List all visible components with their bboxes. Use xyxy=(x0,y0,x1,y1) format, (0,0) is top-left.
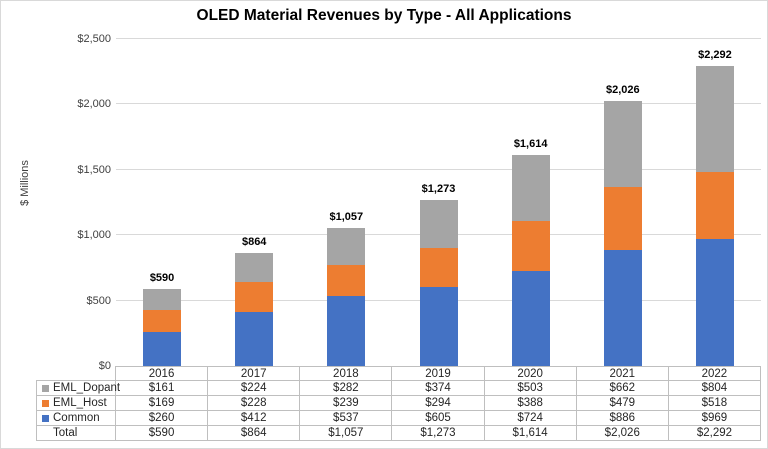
y-tick-label: $1,000 xyxy=(77,229,111,242)
bar-total-label: $590 xyxy=(149,271,175,284)
table-value-cell: $503 xyxy=(484,381,577,396)
bar-segment-eml_dopant xyxy=(327,227,366,265)
bar-segment-eml_host xyxy=(143,309,182,332)
gridline xyxy=(116,168,761,170)
bar-total-label: $2,292 xyxy=(698,49,732,62)
y-tick-label: $2,000 xyxy=(77,98,111,111)
y-tick-label: $0 xyxy=(98,360,111,372)
y-tick-label: $2,500 xyxy=(77,33,111,45)
table-value-cell: $969 xyxy=(668,411,761,426)
table-value-cell: $374 xyxy=(392,381,485,396)
data-table: 2016 2017 2018 2019 2020 2021 2022 EML_Dopant $1… xyxy=(36,366,761,441)
series-name: Total xyxy=(53,427,78,439)
bar-segment-common xyxy=(419,286,458,366)
table-value-cell: $479 xyxy=(576,396,669,411)
plot-area: $590 $864 $1,057 $1,273 $1,614 $2,026 $2,292 xyxy=(116,38,761,366)
table-year-header: 2022 xyxy=(668,366,761,381)
series-name: EML_Host xyxy=(53,397,107,409)
table-year-header: 2019 xyxy=(392,366,485,381)
legend-marker xyxy=(42,399,49,407)
table-value-cell: $724 xyxy=(484,411,577,426)
table-value-cell: $169 xyxy=(116,396,209,411)
table-value-cell: $804 xyxy=(668,381,761,396)
bar-segment-eml_dopant xyxy=(235,253,274,283)
table-row-label: Total xyxy=(36,426,116,441)
table-value-cell: $2,292 xyxy=(668,426,761,441)
bar-segment-eml_host xyxy=(327,264,366,296)
table-value-cell: $864 xyxy=(208,426,301,441)
table-value-cell: $537 xyxy=(300,411,393,426)
table-value-cell: $282 xyxy=(300,381,393,396)
bar-segment-common xyxy=(143,332,182,366)
gridline xyxy=(116,38,761,39)
bar-segment-common xyxy=(235,312,274,366)
y-axis-tick-labels: $0 $500 $1,000 $1,500 $2,000 $2,500 xyxy=(1,1,111,448)
table-year-header: 2016 xyxy=(116,366,209,381)
series-name: EML_Dopant xyxy=(53,382,121,394)
table-value-cell: $886 xyxy=(576,411,669,426)
table-year-header: 2021 xyxy=(576,366,669,381)
bar-segment-eml_host xyxy=(235,282,274,313)
table-value-cell: $260 xyxy=(116,411,209,426)
bar-segment-eml_host xyxy=(511,220,550,272)
table-row-label: Common xyxy=(36,411,116,426)
table-value-cell: $412 xyxy=(208,411,301,426)
table-value-cell: $1,614 xyxy=(484,426,577,441)
y-tick-label: $1,500 xyxy=(77,163,111,176)
legend-marker xyxy=(42,384,49,392)
table-value-cell: $388 xyxy=(484,396,577,411)
table-year-header: 2018 xyxy=(300,366,393,381)
table-year-header: 2017 xyxy=(208,366,301,381)
bar-total-label: $1,614 xyxy=(513,137,548,150)
bar-segment-common xyxy=(327,295,366,366)
bar-total-label: $2,026 xyxy=(605,83,640,96)
series-name: Common xyxy=(53,412,100,424)
bar-segment-eml_dopant xyxy=(511,154,550,221)
table-value-cell: $590 xyxy=(116,426,209,441)
y-tick-label: $500 xyxy=(86,294,111,307)
chart-title: OLED Material Revenues by Type - All App… xyxy=(196,7,572,24)
bar-segment-common xyxy=(695,239,734,366)
table-corner-cell xyxy=(36,366,116,381)
bar-segment-eml_dopant xyxy=(143,288,182,310)
table-value-cell: $2,026 xyxy=(576,426,669,441)
bar-total-label: $1,273 xyxy=(421,182,456,195)
table-value-cell: $518 xyxy=(668,396,761,411)
legend-marker xyxy=(42,414,49,422)
table-value-cell: $605 xyxy=(392,411,485,426)
table-row-label: EML_Dopant xyxy=(36,381,120,396)
bar-total-label: $1,057 xyxy=(329,210,364,223)
bar-total-label: $864 xyxy=(241,236,267,248)
table-value-cell: $161 xyxy=(116,381,209,396)
bar-segment-eml_host xyxy=(603,187,642,251)
table-value-cell: $224 xyxy=(208,381,301,396)
bar-segment-eml_dopant xyxy=(603,100,642,188)
table-value-cell: $1,273 xyxy=(392,426,485,441)
table-value-cell: $1,057 xyxy=(300,426,393,441)
table-year-header: 2020 xyxy=(484,366,577,381)
table-value-cell: $294 xyxy=(392,396,485,411)
table-row-label: EML_Host xyxy=(36,396,116,411)
table-value-cell: $228 xyxy=(208,396,301,411)
table-value-cell: $239 xyxy=(300,396,393,411)
table-value-cell: $662 xyxy=(576,381,669,396)
bar-segment-common xyxy=(603,250,642,366)
bar-segment-eml_dopant xyxy=(695,66,734,172)
bar-segment-eml_host xyxy=(695,171,734,240)
gridline xyxy=(116,103,761,105)
bar-segment-common xyxy=(511,271,550,366)
bar-segment-eml_dopant xyxy=(419,199,458,249)
bar-segment-eml_host xyxy=(419,248,458,287)
